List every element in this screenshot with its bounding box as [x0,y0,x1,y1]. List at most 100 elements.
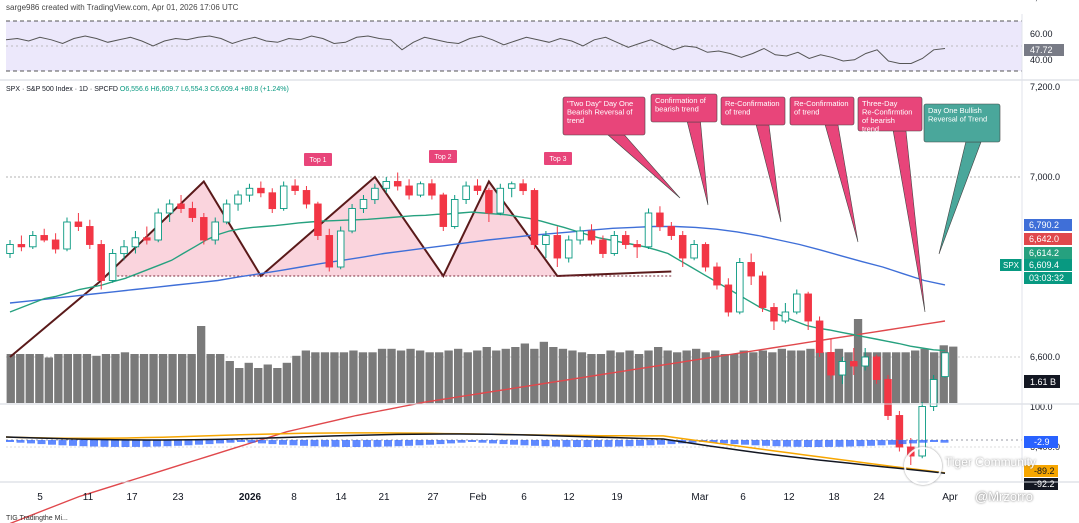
osc-hist-bar [436,440,445,445]
candle-body [747,262,755,277]
candle-body [86,226,94,245]
rsi-line [5,35,946,64]
volume-bar [130,354,139,403]
callout-text: Reversal of Trend [928,115,987,124]
candle-body [576,230,584,241]
ma-red-line [9,320,946,523]
osc-hist-bar [268,440,277,445]
osc-hist-bar [342,440,350,447]
volume-bar [673,352,682,404]
candle-body [291,185,299,191]
osc-hist-bar [835,440,844,447]
candle-body [553,235,562,259]
osc-hist-bar [121,440,130,447]
callout-text: Bearish Reversal of [567,108,633,117]
volume-bar [73,354,82,403]
candle-body [758,275,767,308]
top-label-bg [429,150,457,163]
osc-hist-bar [37,440,46,445]
volume-bar [511,347,520,403]
osc-hist-bar [615,440,623,447]
candle-body [850,361,858,367]
osc-hist-bar [510,440,518,445]
candle-body [382,181,391,189]
osc-label: -89.2 [1034,466,1055,476]
x-tick-label: 11 [83,492,94,503]
candle-body [781,311,790,322]
osc-hist-bar [331,440,340,447]
volume-bar [701,352,710,404]
volume-bar [711,350,720,403]
callout-box [720,96,786,126]
volume-bar [815,352,825,404]
callout-text: Three-Day [862,99,898,108]
volume-bar [949,346,958,403]
volume-bar [111,354,120,403]
volume-bar [406,348,415,404]
volume-bar [216,354,225,403]
volume-bar [834,348,844,404]
osc-hist-bar [867,440,875,446]
candle-body [485,190,493,214]
price-label: 6,790.2 [1029,220,1059,230]
volume-bar [492,350,501,403]
volume-bar [568,350,577,403]
osc-hist-bar [6,440,14,442]
callout-text: trend [862,125,879,134]
osc-hist-bar [856,440,865,447]
osc-hist-bar [531,440,539,446]
volume-bar [273,368,282,403]
osc-hist-bar [499,440,508,445]
rsi-tick-40: 40.00 [1030,55,1053,65]
volume-bar [197,326,206,403]
candle-body [724,284,733,313]
volume-bar [120,352,130,404]
candle-body [564,239,573,259]
volume-label-bg [1024,375,1060,388]
callout-text: of trend [725,108,750,117]
x-tick-label: 19 [611,492,623,503]
callout-box [923,103,1001,143]
volume-bar [682,350,691,403]
osc-label-bg [1024,465,1058,477]
volume-bar [444,350,453,403]
osc-label: -92.2 [1034,479,1055,489]
osc-hist-bar [919,440,928,443]
volume-bar [692,348,701,404]
volume-bar [920,348,929,404]
candle-body [177,203,185,209]
osc-hist-bar [846,440,854,447]
callout-box [789,96,855,126]
osc-hist-bar [195,440,203,445]
osc-hist-bar [720,440,728,444]
osc-hist-bar [552,440,560,447]
volume-bar [139,354,149,403]
volume-bar [358,352,368,404]
rsi-last-bg [1024,44,1064,56]
candle-body [211,221,219,241]
volume-bar [435,352,444,404]
callout-text: trend [567,116,584,125]
candle-body [690,244,698,259]
volume-bar [663,350,672,403]
x-tick-label: 8 [291,492,297,503]
osc-hist-bar [58,440,67,446]
osc-hist-bar [940,440,949,443]
volume-bar [158,354,168,403]
price-label-bg [1024,219,1072,231]
callout-text: of bearish [862,116,895,125]
volume-bar [44,357,53,403]
candle-body [621,235,630,245]
callout-pointer [824,124,859,243]
volume-bar [501,348,510,404]
callout-box [857,96,923,132]
osc-hist-bar [541,440,550,447]
osc-hist-bar [363,440,371,447]
osc-hist-bar [352,440,361,447]
candle-body [450,199,459,227]
volume-bar [368,352,377,404]
osc-hist-bar [90,440,98,447]
rsi-tick-60: 60.00 [1030,29,1053,39]
osc-hist-bar [877,440,886,446]
